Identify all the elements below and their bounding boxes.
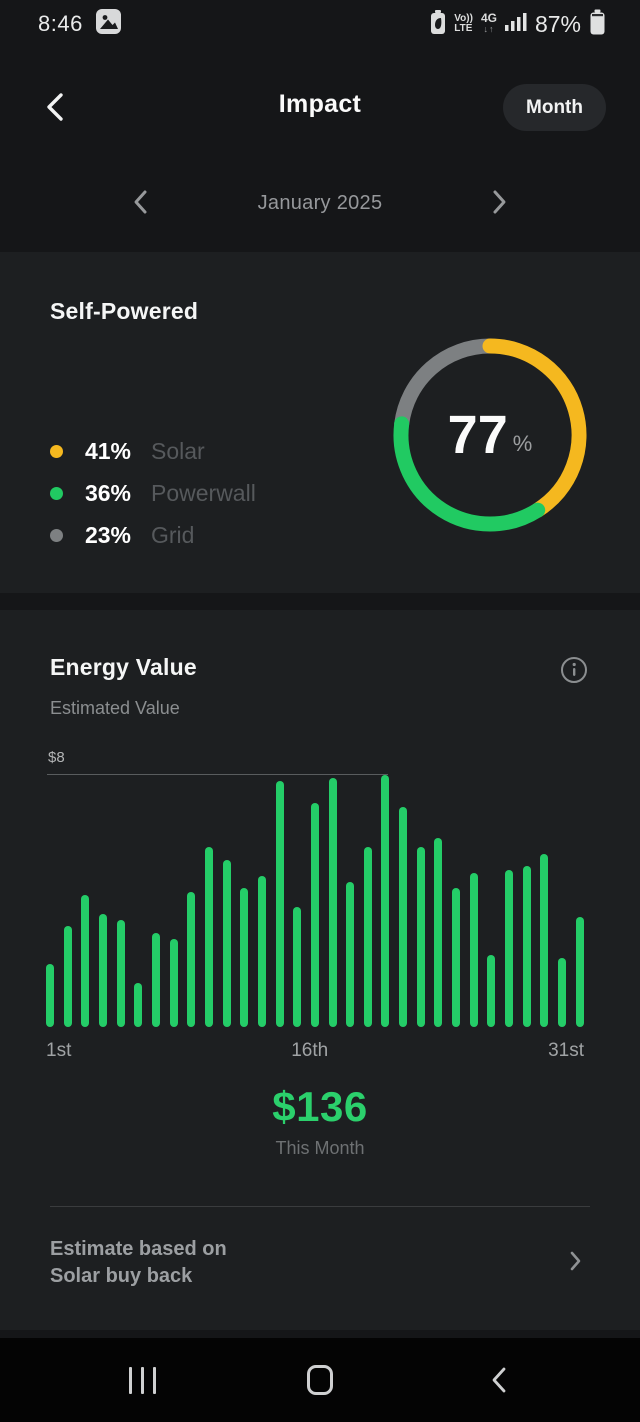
self-powered-card: Self-Powered 41% Solar 36% Powerwall 23%…	[0, 252, 640, 593]
day-value-bar	[134, 982, 143, 1027]
legend-item-solar: 41% Solar	[50, 436, 256, 466]
android-back-button[interactable]	[466, 1338, 530, 1422]
day-value-bar	[522, 866, 531, 1027]
solar-dot-icon	[50, 444, 63, 458]
period-selector-button[interactable]: Month	[503, 84, 606, 131]
x-axis-labels: 1st 16th 31st	[46, 1040, 584, 1062]
month-total-value: $136	[272, 1083, 368, 1130]
day-value-bar	[222, 860, 231, 1027]
estimate-basis-row[interactable]: Estimate based on Solar buy back	[50, 1236, 590, 1290]
self-powered-donut-chart: 77 %	[390, 335, 590, 535]
ref-line	[47, 774, 388, 775]
donut-center-value: 77 %	[447, 405, 533, 465]
day-value-bar	[293, 907, 302, 1027]
divider	[50, 1206, 590, 1207]
energy-value-subtitle: Estimated Value	[50, 698, 180, 718]
estimate-basis-line1: Estimate based on	[50, 1238, 227, 1260]
x-label-mid: 16th	[291, 1040, 329, 1061]
self-powered-legend: 41% Solar 36% Powerwall 23% Grid	[50, 436, 256, 562]
day-value-bar	[487, 954, 496, 1027]
powerwall-dot-icon	[50, 486, 63, 500]
day-value-bar	[363, 847, 372, 1027]
clock: 8:46	[38, 11, 83, 36]
day-value-bar	[381, 775, 390, 1027]
next-month-button[interactable]	[490, 187, 510, 220]
day-value-bar	[399, 806, 408, 1027]
month-navigation: January 2025	[130, 186, 510, 220]
day-value-bar	[434, 838, 443, 1027]
legend-item-powerwall: 36% Powerwall	[50, 478, 256, 508]
day-value-bar	[63, 926, 72, 1027]
day-value-bar	[98, 913, 107, 1027]
volte-icon: Vo)) LTE	[454, 13, 473, 34]
day-value-bar	[469, 872, 478, 1027]
battery-saver-icon	[430, 9, 446, 40]
day-value-bar	[346, 882, 355, 1027]
donut-rings	[393, 338, 587, 532]
home-button[interactable]	[288, 1338, 352, 1422]
day-value-bar	[204, 847, 213, 1027]
self-powered-title: Self-Powered	[50, 298, 199, 324]
day-value-bar	[151, 932, 160, 1027]
gallery-notification-icon	[95, 8, 122, 40]
day-value-bar	[558, 957, 567, 1027]
status-right: Vo)) LTE 4G ↓↑ 87%	[430, 9, 606, 40]
day-value-bar	[505, 869, 514, 1027]
back-icon	[492, 1367, 505, 1393]
android-nav-bar	[0, 1338, 640, 1422]
battery-percent: 87%	[534, 10, 581, 37]
day-value-bar	[240, 888, 249, 1027]
day-value-bar	[46, 964, 54, 1027]
recents-icon	[128, 1366, 156, 1394]
ref-line-label: $8	[48, 749, 65, 766]
home-icon	[307, 1365, 333, 1395]
network-4g-icon: 4G ↓↑	[480, 11, 497, 34]
day-value-bar	[328, 778, 337, 1027]
day-value-bar	[116, 919, 125, 1027]
day-value-bar	[575, 916, 584, 1027]
energy-value-title: Energy Value	[50, 654, 197, 680]
energy-value-card: Energy Value Estimated Value $8 1st 16th…	[0, 610, 640, 1330]
day-value-bar	[275, 781, 284, 1027]
day-value-bar	[187, 891, 196, 1027]
day-value-bar	[452, 888, 461, 1027]
status-bar: 8:46 Vo)) LTE 4G ↓↑ 87%	[0, 0, 640, 48]
info-icon[interactable]	[560, 656, 588, 684]
day-value-bar	[81, 894, 90, 1027]
estimate-basis-line2: Solar buy back	[50, 1265, 193, 1287]
x-label-first: 1st	[46, 1040, 72, 1061]
page-title: Impact	[278, 90, 362, 118]
x-label-last: 31st	[548, 1040, 584, 1061]
header: Impact Month	[0, 84, 640, 134]
month-total-caption: This Month	[275, 1138, 365, 1158]
signal-strength-icon	[504, 11, 527, 38]
back-button[interactable]	[42, 92, 68, 124]
day-value-bar	[416, 847, 425, 1027]
battery-icon	[589, 9, 606, 40]
daily-value-bar-chart	[46, 775, 584, 1027]
month-label: January 2025	[257, 191, 383, 214]
status-left: 8:46	[38, 8, 122, 40]
grid-dot-icon	[50, 528, 63, 542]
legend-item-grid: 23% Grid	[50, 520, 256, 550]
previous-month-button[interactable]	[130, 187, 150, 220]
day-value-bar	[257, 875, 266, 1027]
day-value-bar	[310, 803, 319, 1027]
chevron-right-icon	[569, 1250, 582, 1277]
recents-button[interactable]	[110, 1338, 174, 1422]
day-value-bar	[169, 938, 178, 1027]
day-value-bar	[540, 853, 549, 1027]
